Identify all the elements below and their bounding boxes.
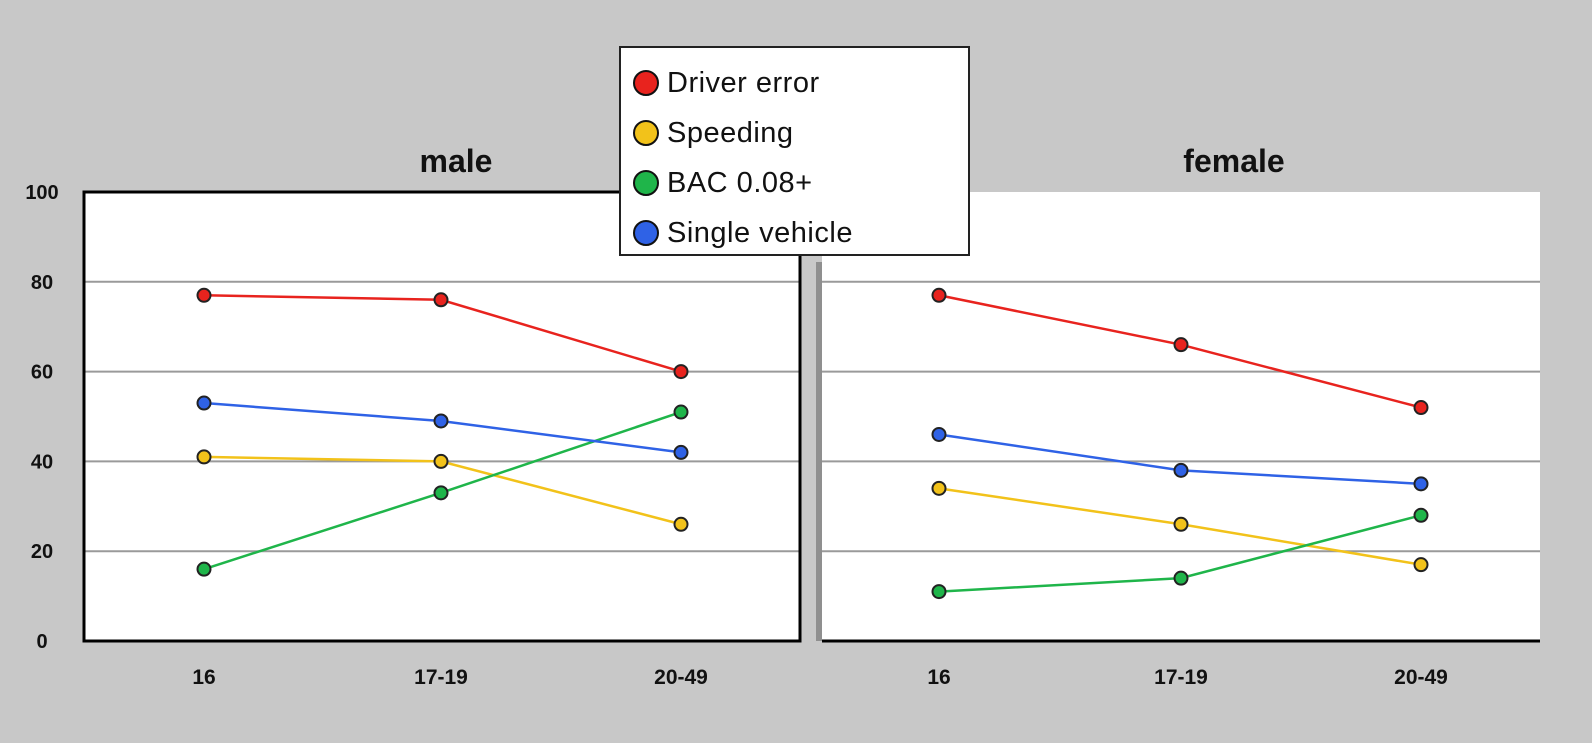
data-point-female-driver-error-16 bbox=[931, 287, 947, 303]
data-point-male-single-vehicle-20-49 bbox=[673, 444, 689, 460]
legend-marker-speeding bbox=[633, 120, 659, 146]
legend-item-bac: BAC 0.08+ bbox=[633, 158, 968, 208]
data-point-male-single-vehicle-17-19 bbox=[433, 413, 449, 429]
data-point-female-bac-0-08-16 bbox=[931, 584, 947, 600]
legend-item-driver-error: Driver error bbox=[633, 58, 968, 108]
plot-frame-male bbox=[82, 190, 802, 643]
data-point-male-bac-0-08-20-49 bbox=[673, 404, 689, 420]
data-point-male-speeding-20-49 bbox=[673, 516, 689, 532]
chart-panel-female: female 16 17-19 20-49 bbox=[816, 143, 1540, 689]
x-tick-label-female-17-19: 17-19 bbox=[1154, 666, 1208, 689]
legend-item-single-vehicle: Single vehicle bbox=[633, 208, 968, 258]
x-tick-label-male-20-49: 20-49 bbox=[654, 666, 708, 689]
legend-label-speeding: Speeding bbox=[667, 116, 794, 149]
axis-shadow-female bbox=[816, 262, 822, 641]
data-point-male-speeding-17-19 bbox=[433, 453, 449, 469]
y-tick-label-80: 80 bbox=[31, 272, 53, 294]
data-point-female-speeding-20-49 bbox=[1413, 557, 1429, 573]
y-tick-label-100: 100 bbox=[25, 182, 58, 204]
y-tick-label-20: 20 bbox=[31, 541, 53, 563]
data-point-female-bac-0-08-20-49 bbox=[1413, 507, 1429, 523]
x-tick-label-male-17-19: 17-19 bbox=[414, 666, 468, 689]
data-point-female-speeding-17-19 bbox=[1173, 516, 1189, 532]
legend-marker-bac bbox=[633, 170, 659, 196]
data-point-male-bac-0-08-16 bbox=[196, 561, 212, 577]
y-tick-label-0: 0 bbox=[36, 631, 47, 653]
data-point-female-single-vehicle-17-19 bbox=[1173, 462, 1189, 478]
data-point-male-driver-error-16 bbox=[196, 287, 212, 303]
data-point-female-bac-0-08-17-19 bbox=[1173, 570, 1189, 586]
legend-label-driver-error: Driver error bbox=[667, 66, 820, 99]
y-tick-label-40: 40 bbox=[31, 451, 53, 473]
data-point-female-speeding-16 bbox=[931, 480, 947, 496]
data-point-female-driver-error-20-49 bbox=[1413, 400, 1429, 416]
y-tick-label-60: 60 bbox=[31, 362, 53, 384]
data-point-female-single-vehicle-16 bbox=[931, 426, 947, 442]
legend-item-speeding: Speeding bbox=[633, 108, 968, 158]
panel-title-female: female bbox=[1183, 143, 1284, 179]
x-tick-label-male-16: 16 bbox=[192, 666, 215, 689]
legend-marker-single-vehicle bbox=[633, 220, 659, 246]
panel-title-male: male bbox=[420, 143, 493, 179]
data-point-male-speeding-16 bbox=[196, 449, 212, 465]
x-tick-label-female-20-49: 20-49 bbox=[1394, 666, 1448, 689]
data-point-male-driver-error-20-49 bbox=[673, 364, 689, 380]
legend-marker-driver-error bbox=[633, 70, 659, 96]
data-point-male-bac-0-08-17-19 bbox=[433, 485, 449, 501]
chart-panel-male: male 0 20 40 60 80 100 16 17-19 20-49 bbox=[25, 143, 802, 689]
data-point-female-single-vehicle-20-49 bbox=[1413, 476, 1429, 492]
chart-legend: Driver error Speeding BAC 0.08+ Single v… bbox=[619, 46, 970, 256]
x-tick-label-female-16: 16 bbox=[927, 666, 950, 689]
legend-label-bac: BAC 0.08+ bbox=[667, 166, 813, 199]
data-point-female-driver-error-17-19 bbox=[1173, 337, 1189, 353]
data-point-male-driver-error-17-19 bbox=[433, 292, 449, 308]
legend-label-single-vehicle: Single vehicle bbox=[667, 216, 853, 249]
data-point-male-single-vehicle-16 bbox=[196, 395, 212, 411]
